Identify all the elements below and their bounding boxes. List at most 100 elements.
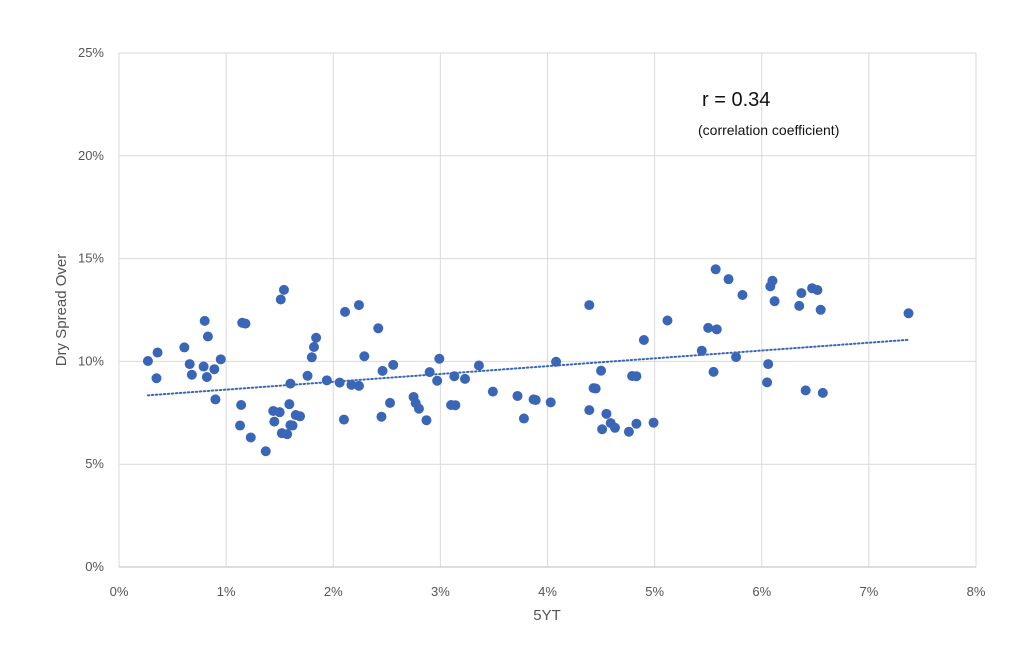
x-tick-label: 1% <box>217 584 236 599</box>
data-point <box>551 356 562 367</box>
trendline <box>146 338 910 397</box>
data-point <box>321 375 332 386</box>
x-axis-label: 5YT <box>533 607 561 624</box>
data-point <box>711 324 722 335</box>
data-point <box>338 414 349 425</box>
y-tick-label: 15% <box>78 251 104 266</box>
data-point <box>215 354 226 365</box>
data-point <box>530 395 541 406</box>
data-point <box>796 288 807 299</box>
data-point <box>769 296 780 307</box>
data-point <box>245 432 256 443</box>
y-tick-label: 10% <box>78 353 104 368</box>
y-axis-ticks: 0% 5% 10% 15% 20% 25% <box>78 45 104 574</box>
data-point <box>815 304 826 315</box>
data-point <box>334 377 345 388</box>
data-point <box>236 399 247 410</box>
gridlines <box>118 52 977 568</box>
data-point <box>638 335 649 346</box>
data-point <box>198 361 209 372</box>
x-tick-label: 4% <box>538 584 557 599</box>
x-tick-label: 2% <box>324 584 343 599</box>
data-point <box>184 359 195 370</box>
y-tick-label: 20% <box>78 148 104 163</box>
data-point <box>648 417 659 428</box>
data-point <box>346 379 357 390</box>
correlation-subtitle: (correlation coefficient) <box>698 122 839 138</box>
data-point <box>274 407 285 418</box>
data-point <box>240 318 251 329</box>
x-tick-label: 0% <box>110 584 129 599</box>
data-point <box>800 385 811 396</box>
y-axis-label: Dry Spread Over <box>53 254 70 367</box>
data-point <box>723 274 734 285</box>
x-tick-label: 6% <box>752 584 771 599</box>
data-point <box>388 359 399 370</box>
data-point <box>269 416 280 427</box>
data-point <box>487 386 498 397</box>
data-point <box>424 367 435 378</box>
data-point <box>512 390 523 401</box>
data-point <box>763 359 774 370</box>
data-point <box>295 411 306 422</box>
data-point <box>421 415 432 426</box>
data-point <box>794 300 805 311</box>
data-point <box>373 323 384 334</box>
data-point <box>434 353 445 364</box>
data-point <box>210 394 221 405</box>
y-tick-label: 25% <box>78 45 104 60</box>
data-point <box>731 352 742 363</box>
data-point <box>209 364 220 375</box>
data-point <box>737 289 748 300</box>
x-tick-label: 5% <box>645 584 664 599</box>
data-point <box>202 331 213 342</box>
data-point <box>449 371 460 382</box>
data-point <box>353 380 364 391</box>
data-point <box>545 397 556 408</box>
x-axis-ticks: 0% 1% 2% 3% 4% 5% 6% 7% 8% <box>110 584 986 599</box>
data-point <box>662 315 673 326</box>
data-point <box>696 345 707 356</box>
data-point <box>812 285 823 296</box>
data-point <box>275 294 286 305</box>
data-point <box>903 308 914 319</box>
data-point <box>590 383 601 394</box>
data-point <box>460 373 471 384</box>
data-point <box>235 420 246 431</box>
data-point <box>199 315 210 326</box>
data-point <box>518 413 529 424</box>
data-point <box>377 365 388 376</box>
data-point <box>708 366 719 377</box>
x-tick-label: 7% <box>859 584 878 599</box>
y-tick-label: 5% <box>85 456 104 471</box>
data-point <box>152 347 163 358</box>
x-tick-label: 3% <box>431 584 450 599</box>
data-point <box>308 342 319 353</box>
data-point <box>179 342 190 353</box>
data-point <box>609 422 620 433</box>
data-point <box>450 400 461 411</box>
data-point <box>201 372 212 383</box>
data-point <box>284 399 295 410</box>
data-point <box>710 264 721 275</box>
data-point <box>151 373 162 384</box>
data-point <box>473 360 484 371</box>
data-point <box>432 375 443 386</box>
data-point <box>631 418 642 429</box>
trendline-path <box>146 338 910 397</box>
data-point <box>817 387 828 398</box>
correlation-annotation: r = 0.34 <box>702 89 770 111</box>
x-tick-label: 8% <box>967 584 986 599</box>
data-point <box>302 370 313 381</box>
data-point <box>285 378 296 389</box>
data-point <box>584 405 595 416</box>
data-points <box>142 264 914 457</box>
data-point <box>142 355 153 366</box>
data-point <box>703 322 714 333</box>
data-point <box>601 408 612 419</box>
data-point <box>597 424 608 435</box>
data-point <box>623 426 634 437</box>
data-point <box>260 446 271 457</box>
data-point <box>340 306 351 317</box>
